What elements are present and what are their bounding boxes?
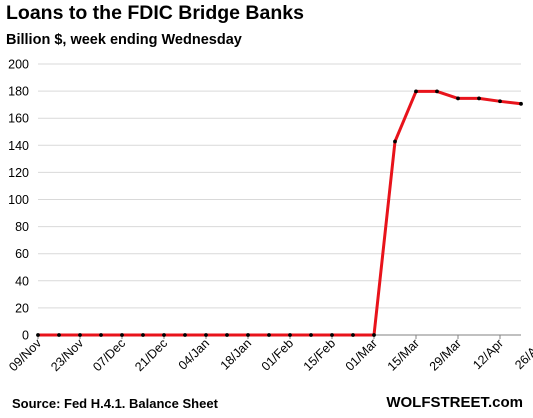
y-tick-label: 100 [8,193,29,207]
data-point [141,333,145,337]
data-point [372,333,376,337]
series-loans [36,89,523,337]
x-tick-label: 07/Dec [90,336,128,374]
chart-subtitle: Billion $, week ending Wednesday [6,32,242,48]
data-point [162,333,166,337]
data-point [120,333,124,337]
y-tick-label: 0 [22,329,29,343]
data-point [78,333,82,337]
x-tick-label: 04/Jan [176,336,212,372]
data-point [246,333,250,337]
brand-label: WOLFSTREET.com [386,394,523,411]
x-tick-label: 15/Mar [385,336,422,373]
x-tick-label: 15/Feb [301,336,338,373]
data-point [36,333,40,337]
data-point [351,333,355,337]
x-tick-label: 23/Nov [48,336,86,374]
x-tick-label: 01/Feb [259,336,296,373]
data-point [414,89,418,94]
chart-title: Loans to the FDIC Bridge Banks [6,2,304,24]
data-point [99,333,103,337]
grid-lines [38,63,521,336]
y-tick-label: 140 [8,139,29,153]
y-tick-label: 80 [15,220,29,234]
data-point [393,139,397,144]
y-tick-label: 160 [8,112,29,126]
data-point [456,96,460,101]
x-tick-label: 01/Mar [343,336,380,373]
x-tick-label: 21/Dec [132,336,170,374]
series-line [36,89,523,337]
y-tick-label: 20 [15,301,29,315]
data-point [498,99,502,104]
y-tick-label: 60 [15,247,29,261]
x-tick-label: 29/Mar [427,336,464,373]
x-tick-label: 18/Jan [218,336,254,372]
data-point [57,333,61,337]
data-point [330,333,334,337]
data-point [477,96,481,101]
data-point [288,333,292,337]
data-point [519,101,523,106]
data-point [183,333,187,337]
data-point [435,89,439,94]
x-tick-label: 26/Apr [512,336,533,372]
data-point [204,333,208,337]
x-tick-label: 12/Apr [470,336,506,372]
data-point [225,333,229,337]
y-tick-label: 180 [8,85,29,99]
x-axis: 09/Nov 23/Nov 07/Dec 21/Dec 04/Jan 18/Jan 01/F… [6,334,533,374]
y-tick-label: 120 [8,166,29,180]
y-tick-label: 200 [8,58,29,72]
source-note: Source: Fed H.4.1. Balance Sheet [12,396,218,411]
y-tick-label: 40 [15,274,29,288]
data-point [267,333,271,337]
y-axis: 0 20 40 60 80 100 120 140 160 180 200 [8,58,29,343]
data-point [309,333,313,337]
